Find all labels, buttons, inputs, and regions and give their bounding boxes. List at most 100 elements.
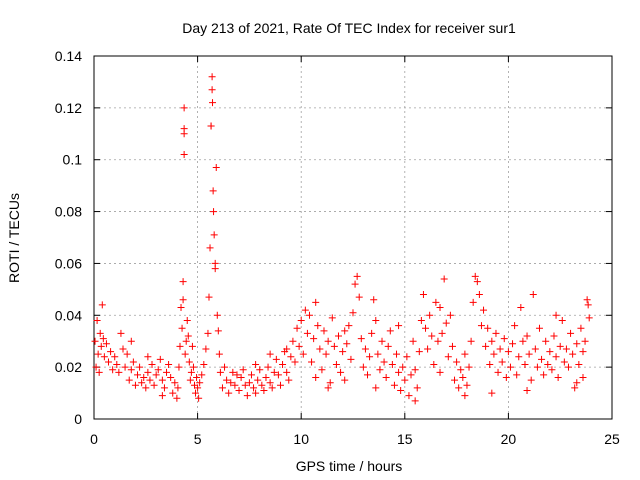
y-tick-label: 0.06 xyxy=(55,255,82,271)
data-point xyxy=(521,361,529,369)
data-point xyxy=(233,371,241,379)
data-point xyxy=(527,376,535,384)
data-point xyxy=(463,381,471,389)
data-point xyxy=(109,366,117,374)
data-point xyxy=(229,368,237,376)
data-point xyxy=(235,386,243,394)
data-point xyxy=(95,368,103,376)
data-point xyxy=(136,363,144,371)
data-point xyxy=(465,363,473,371)
data-point xyxy=(361,345,369,353)
data-point xyxy=(409,337,417,345)
data-point xyxy=(189,363,197,371)
data-point xyxy=(98,301,106,309)
data-point xyxy=(550,332,558,340)
data-point xyxy=(366,353,374,361)
data-point xyxy=(579,348,587,356)
data-point xyxy=(477,322,485,330)
data-point xyxy=(312,374,320,382)
data-point xyxy=(223,376,231,384)
data-point xyxy=(498,358,506,366)
data-point xyxy=(221,363,229,371)
data-point xyxy=(225,389,233,397)
data-point xyxy=(266,379,274,387)
data-point xyxy=(368,329,376,337)
y-tick-label: 0.1 xyxy=(63,152,83,168)
data-points xyxy=(91,73,593,405)
data-point xyxy=(123,350,131,358)
data-point xyxy=(289,337,297,345)
data-point xyxy=(395,368,403,376)
data-point xyxy=(459,374,467,382)
data-point xyxy=(97,342,105,350)
data-point xyxy=(180,151,188,159)
data-point xyxy=(208,73,216,81)
data-point xyxy=(177,304,185,312)
data-point xyxy=(196,379,204,387)
data-point xyxy=(480,306,488,314)
data-point xyxy=(548,366,556,374)
data-point xyxy=(438,329,446,337)
data-point xyxy=(205,293,213,301)
data-point xyxy=(540,371,548,379)
data-point xyxy=(111,353,119,361)
data-point xyxy=(312,298,320,306)
data-point xyxy=(176,342,184,350)
data-point xyxy=(107,348,115,356)
data-point xyxy=(374,350,382,358)
data-point xyxy=(99,335,107,343)
data-point xyxy=(119,345,127,353)
data-point xyxy=(455,384,463,392)
data-point xyxy=(194,384,202,392)
data-point xyxy=(467,337,475,345)
data-point xyxy=(419,291,427,299)
data-point xyxy=(417,316,425,324)
data-point xyxy=(573,340,581,348)
data-point xyxy=(252,389,260,397)
data-point xyxy=(183,316,191,324)
data-point xyxy=(210,208,218,216)
data-point xyxy=(169,389,177,397)
data-point xyxy=(486,361,494,369)
grid-lines xyxy=(94,56,612,419)
data-point xyxy=(138,379,146,387)
data-point xyxy=(411,366,419,374)
data-point xyxy=(567,329,575,337)
data-point xyxy=(504,348,512,356)
data-point xyxy=(192,389,200,397)
data-point xyxy=(339,348,347,356)
data-point xyxy=(91,337,99,345)
data-point xyxy=(115,368,123,376)
data-point xyxy=(390,381,398,389)
data-point xyxy=(407,371,415,379)
data-point xyxy=(188,342,196,350)
data-point xyxy=(529,291,537,299)
data-point xyxy=(295,342,303,350)
data-point xyxy=(424,345,432,353)
data-point xyxy=(482,342,490,350)
data-point xyxy=(324,384,332,392)
data-point xyxy=(428,332,436,340)
data-point xyxy=(461,392,469,400)
data-point xyxy=(171,379,179,387)
data-point xyxy=(131,381,139,389)
data-point xyxy=(382,374,390,382)
data-point xyxy=(562,345,570,353)
data-point xyxy=(457,366,465,374)
data-point xyxy=(453,358,461,366)
data-point xyxy=(579,374,587,382)
data-point xyxy=(158,392,166,400)
data-point xyxy=(247,371,255,379)
data-point xyxy=(523,332,531,340)
data-point xyxy=(496,345,504,353)
data-point xyxy=(583,296,591,304)
data-point xyxy=(163,368,171,376)
data-point xyxy=(276,381,284,389)
data-point xyxy=(436,368,444,376)
data-point xyxy=(256,366,264,374)
data-point xyxy=(150,381,158,389)
data-point xyxy=(301,306,309,314)
data-point xyxy=(525,350,533,358)
chart-title: Day 213 of 2021, Rate Of TEC Index for r… xyxy=(182,20,516,36)
